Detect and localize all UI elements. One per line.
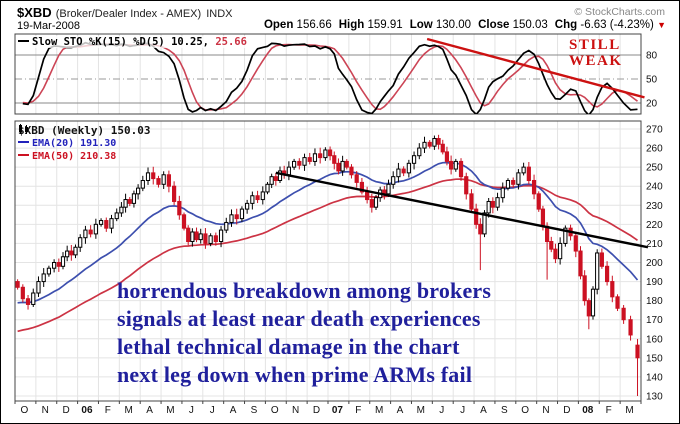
candlesticks [15,134,640,396]
axis-tick-label: 250 [646,163,663,174]
candlestick-icon [19,124,28,134]
x-axis-month-label: A [229,405,237,416]
trendlines [275,37,649,249]
low-value: 130.00 [435,19,472,31]
symbol-legend-label: $XBD (Weekly) 150.03 [18,124,151,137]
axis-labels: 270 260 250 240 230 220 210 200 190 180 170 160 150 1… [646,51,663,403]
x-axis-month-label: J [188,405,194,416]
close-value: 150.03 [512,19,548,31]
chg-value: -6.63 (-4.23%) [580,19,654,31]
high-label: High [338,19,365,31]
down-triangle-icon: ▼ [657,20,666,30]
x-axis-month-label: S [500,405,508,416]
still-weak-line2: WEAK [569,53,623,69]
quote-bar: Open 156.66 High 159.91 Low 130.00 Close 15… [264,19,666,31]
price-trendline [275,171,649,249]
axis-tick-label: 210 [646,239,663,250]
ema20-swatch-icon [18,141,29,143]
stochastic-legend: Slow STO %K(15) %D(5) 10.25, 25.66 [18,36,250,48]
axis-tick-label: 160 [646,334,663,345]
commentary-line2: signals at least near death experiences [117,306,481,331]
chg-label: Chg [554,19,578,31]
axis-tick-label: 180 [646,296,663,307]
still-weak-annotation: STILL WEAK [569,37,623,69]
open-value: 156.66 [296,19,332,31]
x-axis-month-label: J [209,405,215,416]
index-name-label: (Broker/Dealer Index - AMEX) [55,8,202,20]
x-axis-month-label: O [521,405,530,416]
x-axis-month-label: D [563,405,571,416]
open-label: Open [263,19,294,31]
axis-tick-label: 130 [646,391,663,402]
x-axis-month-label: M [416,405,426,416]
x-axis-month-label: M [124,405,133,416]
axis-tick-label: 200 [646,258,663,269]
x-axis-month-label: O [270,405,279,416]
x-axis-month-label: D [62,405,70,416]
x-axis-month-label: D [312,405,321,416]
ema20-legend-label: EMA(20) 191.30 [32,138,117,149]
axis-tick-label: 20 [646,99,658,110]
x-axis-month-label: M [374,405,384,416]
x-axis-month-label: O [20,405,29,416]
x-axis-month-label: F [104,405,111,416]
copyright-label: © StockCharts.com [574,6,665,18]
commentary-line1: horrendous breakdown among brokers [117,278,492,303]
axis-tick-label: 190 [646,277,663,288]
x-axis-month-label: F [605,405,612,416]
x-axis-year-label: 06 [81,405,93,416]
axis-tick-label: 220 [646,220,663,231]
still-weak-line1: STILL [569,37,621,53]
x-axis-month-label: M [625,405,634,416]
x-axis-month-label: M [166,405,175,416]
x-axis-year-label: 08 [582,405,594,416]
symbol-label: $XBD [17,5,52,20]
panel-borders [14,33,642,404]
exchange-label: INDX [206,8,233,20]
price-panel-legend: $XBD (Weekly) 150.03 EMA(20) 191.30 EMA(… [18,124,150,163]
x-axis-month-label: J [439,405,445,416]
ema50-swatch-icon [18,154,29,156]
ema50-legend-label: EMA(50) 210.38 [32,151,117,162]
x-axis-month-label: S [250,405,258,416]
x-axis-year-label: 07 [331,405,343,416]
stoch-d-value: 25.66 [215,36,247,48]
axis-tick-label: 170 [646,315,663,326]
axis-tick-label: 150 [646,353,663,364]
stoch-k-swatch-icon [18,40,29,42]
x-axis-month-label: F [355,405,362,416]
commentary-annotation: horrendous breakdown among brokers signa… [117,277,491,389]
x-axis-month-label: A [480,405,487,416]
x-axis-month-label: J [460,405,466,416]
x-axis-month-label: N [41,405,49,416]
date-label: 19-Mar-2008 [17,20,80,32]
stoch-reference-lines [15,54,641,104]
axis-tick-label: 260 [646,144,663,155]
chart-header: $XBD (Broker/Dealer Index - AMEX) INDX [17,5,232,20]
close-label: Close [478,19,510,31]
gridlines [15,34,641,401]
axis-tick-label: 270 [646,125,663,136]
x-axis-month-label: N [542,405,550,416]
axis-tick-label: 50 [646,75,658,86]
stoch-trendline [426,37,645,99]
x-axis-month-label: N [292,405,300,416]
commentary-line4: next leg down when prime ARMs fail [117,362,473,387]
stoch-legend-text: Slow STO %K(15) %D(5) 10.25, [32,36,210,48]
axis-tick-label: 230 [646,201,663,212]
x-axis-month-label: A [396,405,404,416]
commentary-line3: lethal technical damage in the chart [117,334,460,359]
high-value: 159.91 [367,19,403,31]
axis-tick-label: 80 [646,51,658,62]
axis-tick-label: 140 [646,372,663,383]
axis-tick-label: 240 [646,182,663,193]
stoch-d-line [22,43,638,111]
low-label: Low [409,19,433,31]
x-axis-month-label: A [146,405,153,416]
